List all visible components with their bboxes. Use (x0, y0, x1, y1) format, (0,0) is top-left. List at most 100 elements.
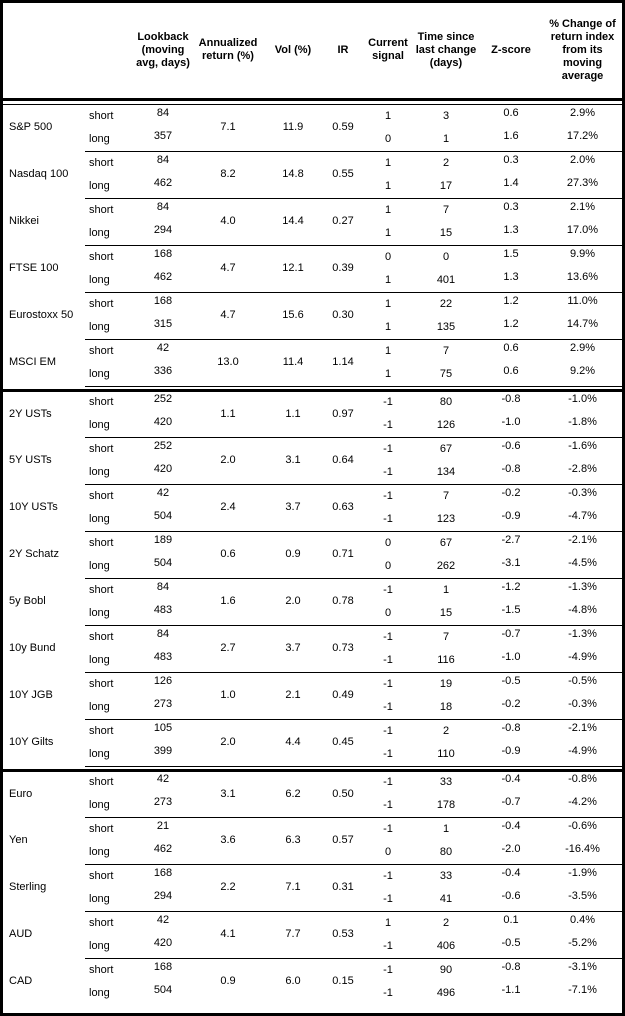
z-score-value: -0.4 (501, 819, 521, 832)
header-divider (3, 99, 622, 105)
z-score-value: -0.9 (479, 507, 543, 532)
pct-change-value: 2.1% (569, 200, 596, 213)
table-row-sterling-short: Sterling short 168 2.2 7.1 0.31 -1 33 -0.4 -1.9% (3, 864, 622, 912)
ir-value: 0.73 (323, 625, 363, 673)
header-annualized-return: Annualized return (%) (193, 3, 263, 101)
time-since-change-value: 7 (442, 630, 450, 643)
table-row-2y-schatz-short: 2Y Schatz short 189 0.6 0.9 0.71 0 67 -2.7 -2.1% (3, 531, 622, 579)
pct-change-value: -1.3% (568, 580, 597, 593)
lookback-value: 504 (133, 554, 193, 579)
pct-change-value: -16.4% (543, 840, 622, 865)
position-label: short (89, 156, 114, 169)
z-score-value: -0.9 (479, 742, 543, 767)
pct-change-value: -0.6% (568, 819, 597, 832)
vol-value: 6.3 (263, 817, 323, 865)
position-label: short (89, 489, 114, 502)
position-label: short (89, 630, 114, 643)
lookback-value: 273 (133, 695, 193, 720)
table-row-sterling-long: long 294 -1 41 -0.6 -3.5% (3, 887, 622, 912)
pct-change-value: -0.8% (568, 773, 597, 785)
lookback-value: 462 (133, 840, 193, 865)
current-signal-value: -1 (383, 583, 393, 596)
z-score-value: -0.2 (501, 486, 521, 499)
z-score-value: -0.6 (501, 439, 521, 452)
vol-value: 6.2 (263, 770, 323, 818)
position-label: long (85, 268, 133, 293)
time-since-change-value: 7 (442, 203, 450, 216)
current-signal-value: 1 (363, 315, 413, 340)
pct-change-value: -4.8% (543, 601, 622, 626)
lookback-value: 168 (153, 294, 173, 307)
pct-change-value: -1.0% (568, 393, 597, 405)
pct-change-value: 14.7% (543, 315, 622, 340)
header-row: Lookback (moving avg, days) Annualized r… (3, 3, 622, 101)
lookback-value: 168 (153, 247, 173, 260)
z-score-value: 1.6 (479, 127, 543, 152)
table-row-2y-usts-long: long 420 -1 126 -1.0 -1.8% (3, 413, 622, 438)
current-signal-value: 1 (363, 268, 413, 293)
position-label: long (85, 221, 133, 246)
position-label: short (89, 344, 114, 357)
position-label: long (85, 742, 133, 767)
position-label: short (89, 583, 114, 596)
position-label: short (89, 109, 114, 122)
table-row-10y-gilts-long: long 399 -1 110 -0.9 -4.9% (3, 742, 622, 767)
current-signal-value: 0 (363, 554, 413, 579)
current-signal-value: -1 (363, 413, 413, 438)
table-row-10y-bund-long: long 483 -1 116 -1.0 -4.9% (3, 648, 622, 673)
z-score-value: -0.7 (501, 627, 521, 640)
position-label: short (89, 724, 114, 737)
position-label: short (89, 442, 114, 455)
annualized-return-value: 4.7 (193, 245, 263, 293)
position-label: long (85, 554, 133, 579)
position-label: short (89, 916, 114, 929)
ir-value: 0.63 (323, 484, 363, 532)
ir-value: 0.31 (323, 864, 363, 912)
table-row-nikkei-long: long 294 1 15 1.3 17.0% (3, 221, 622, 246)
asset-name: Nasdaq 100 (9, 168, 69, 180)
pct-change-value: -2.1% (568, 533, 597, 546)
time-since-change-value: 2 (442, 916, 450, 929)
time-since-change-value: 17 (413, 174, 479, 199)
current-signal-value: -1 (363, 934, 413, 959)
annualized-return-value: 1.1 (193, 390, 263, 438)
asset-name: S&P 500 (9, 121, 53, 134)
annualized-return-value: 3.6 (193, 817, 263, 865)
z-score-value: 1.2 (479, 315, 543, 340)
time-since-change-value: 1 (413, 127, 479, 152)
pct-change-value: 27.3% (543, 174, 622, 199)
time-since-change-value: 33 (439, 869, 453, 882)
lookback-value: 126 (153, 674, 173, 687)
z-score-value: 0.6 (503, 106, 519, 119)
table-row-10y-usts-short: 10Y USTs short 42 2.4 3.7 0.63 -1 7 -0.2 -0.3% (3, 484, 622, 532)
ir-value: 0.50 (323, 770, 363, 818)
vol-value: 7.7 (263, 911, 323, 959)
z-score-value: 0.6 (479, 362, 543, 387)
lookback-value: 168 (153, 960, 173, 973)
current-signal-value: -1 (363, 793, 413, 818)
time-since-change-value: 80 (413, 840, 479, 865)
header-position (85, 3, 133, 101)
z-score-value: -2.0 (479, 840, 543, 865)
z-score-value: -1.0 (479, 413, 543, 438)
current-signal-value: -1 (363, 695, 413, 720)
current-signal-value: -1 (363, 460, 413, 485)
current-signal-value: -1 (383, 776, 393, 788)
asset-name: 10Y JGB (9, 689, 53, 701)
current-signal-value: 1 (384, 344, 392, 357)
table-row-euro-long: long 273 -1 178 -0.7 -4.2% (3, 793, 622, 818)
z-score-value: 1.3 (479, 221, 543, 246)
pct-change-value: 2.0% (569, 153, 596, 166)
annualized-return-value: 4.0 (193, 198, 263, 246)
lookback-value: 252 (153, 439, 173, 452)
z-score-value: -0.4 (501, 866, 521, 879)
lookback-value: 21 (156, 819, 170, 832)
lookback-value: 504 (133, 507, 193, 532)
pct-change-value: -0.3% (543, 695, 622, 720)
time-since-change-value: 19 (439, 677, 453, 690)
lookback-value: 84 (156, 627, 170, 640)
ir-value: 0.39 (323, 245, 363, 293)
asset-name: MSCI EM (9, 356, 57, 368)
asset-name: FTSE 100 (9, 262, 59, 274)
time-since-change-value: 116 (413, 648, 479, 673)
